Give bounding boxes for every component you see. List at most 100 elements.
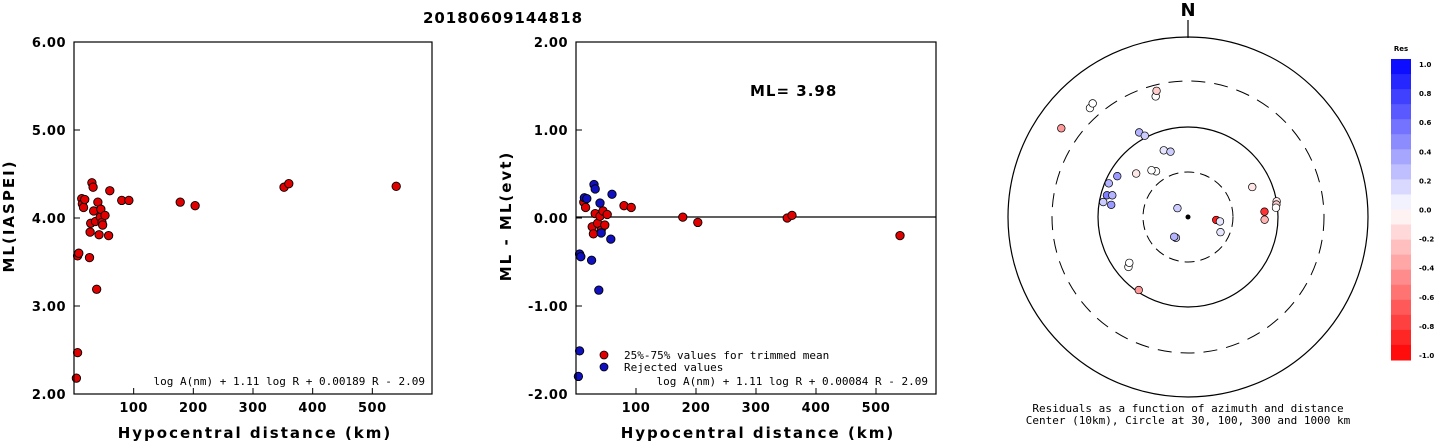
panel1-data-point bbox=[596, 228, 606, 238]
station-residual-marker bbox=[1107, 200, 1116, 209]
colorbar-tick-label: 0.8 bbox=[1419, 90, 1432, 98]
panel0-xtick-label: 300 bbox=[239, 401, 268, 416]
station-residual-marker bbox=[1170, 232, 1179, 241]
station-residual-marker bbox=[1260, 215, 1269, 224]
panel-ml-residual: ML - ML(evt) Hypocentral distance (km) 1… bbox=[497, 36, 937, 441]
panel1-ytick-label: 1.00 bbox=[534, 124, 568, 139]
panel0-data-point bbox=[190, 201, 200, 211]
circle-30km bbox=[1142, 171, 1234, 263]
panel1-data-point bbox=[582, 193, 592, 204]
station-residual-marker bbox=[1134, 285, 1143, 295]
panel0-xtick-label: 100 bbox=[119, 401, 148, 416]
station-residual-marker bbox=[1216, 228, 1225, 237]
panel0-ytick-label: 2.00 bbox=[32, 388, 66, 403]
panel2-formula: log A(nm) + 1.11 log R + 0.00084 R - 2.0… bbox=[656, 375, 928, 388]
colorbar-tick-label: -0.2 bbox=[1419, 236, 1434, 244]
panel2-frame bbox=[575, 41, 937, 395]
colorbar-cell bbox=[1391, 104, 1411, 120]
panel1-data-point bbox=[626, 202, 636, 213]
station-residual-marker bbox=[1159, 146, 1168, 155]
panel0-ytick-label: 5.00 bbox=[32, 124, 66, 139]
station-residual-marker bbox=[1057, 124, 1066, 133]
panel1-data-point bbox=[678, 212, 688, 222]
panel1-data-point bbox=[574, 346, 585, 356]
panel1-data-point bbox=[602, 209, 612, 220]
colorbar-cell bbox=[1391, 149, 1411, 165]
circle-1000km bbox=[1007, 36, 1369, 398]
legend-label-rejected: Rejected values bbox=[624, 361, 723, 374]
map-caption-line2: Center (10km), Circle at 30, 100, 300 an… bbox=[1026, 414, 1351, 427]
panel0-ytick-label: 6.00 bbox=[32, 36, 66, 51]
circle-300km bbox=[1051, 80, 1325, 354]
colorbar-cell bbox=[1391, 179, 1411, 195]
residual-colorbar: Res 1.0 0.8 0.6 0.4 0.2 0.0 -0.2 -0.4 -0.6 -0.8 -1… bbox=[1391, 45, 1434, 361]
colorbar-cell bbox=[1391, 284, 1411, 301]
colorbar-tick-label: 0.0 bbox=[1419, 207, 1432, 215]
panel2-points bbox=[573, 179, 905, 382]
station-residual-marker bbox=[1248, 182, 1257, 192]
station-residual-marker bbox=[1215, 217, 1225, 226]
legend-label-trimmed: 25%-75% values for trimmed mean bbox=[624, 349, 829, 362]
panel1-xtick-label: 500 bbox=[862, 401, 891, 416]
colorbar-cell bbox=[1391, 164, 1411, 180]
panel0-ytick-label: 4.00 bbox=[32, 212, 66, 227]
panel1-data-point bbox=[606, 234, 616, 244]
panel0-data-point bbox=[97, 220, 108, 230]
north-label: N bbox=[1180, 0, 1195, 21]
colorbar-cell bbox=[1391, 59, 1411, 75]
panel0-xtick-label: 500 bbox=[358, 401, 387, 416]
colorbar-cell bbox=[1391, 194, 1411, 210]
station-residual-marker bbox=[1271, 203, 1281, 212]
epicenter-marker bbox=[1185, 214, 1191, 220]
panel0-data-point bbox=[94, 230, 104, 240]
colorbar-cells bbox=[1391, 59, 1411, 361]
panel0-data-point bbox=[80, 194, 90, 205]
colorbar-tick-label: -0.6 bbox=[1419, 294, 1434, 302]
legend-marker-trimmed bbox=[599, 350, 609, 360]
panel1-xtick-label: 300 bbox=[742, 401, 771, 416]
colorbar-cell bbox=[1391, 254, 1411, 271]
station-residual-marker bbox=[1140, 131, 1149, 140]
colorbar-tick-label: -1.0 bbox=[1419, 352, 1434, 360]
panel1-ytick-label: 2.00 bbox=[534, 36, 568, 51]
colorbar-ticks: 1.0 0.8 0.6 0.4 0.2 0.0 -0.2 -0.4 -0.6 -0.8 -1.0 bbox=[1419, 61, 1434, 360]
panel0-xtick-label: 400 bbox=[298, 401, 327, 416]
panel0-data-point bbox=[88, 182, 98, 192]
panel0-data-point bbox=[284, 179, 294, 189]
panel1-xtick-label: 200 bbox=[682, 401, 711, 416]
colorbar-cell bbox=[1391, 314, 1411, 331]
panel0-data-point bbox=[78, 202, 89, 213]
station-residual-marker bbox=[1088, 99, 1097, 108]
panel1-points bbox=[71, 178, 401, 383]
panel0-data-point bbox=[391, 181, 401, 191]
panel1-data-point bbox=[576, 252, 586, 262]
station-residual-marker bbox=[1260, 207, 1269, 216]
panel1-data-point bbox=[787, 210, 797, 221]
panel1-ytick-label: -1.00 bbox=[528, 300, 568, 315]
panel0-data-point bbox=[72, 347, 83, 358]
panel0-data-point bbox=[85, 227, 95, 237]
panel1-data-point bbox=[580, 202, 591, 213]
panel2-xlabel: Hypocentral distance (km) bbox=[621, 424, 896, 441]
panel1-frame bbox=[73, 41, 433, 395]
panel2-ticks: 100 200 300 400 500 -2.00 -1.00 0.00 1.00 2.00 bbox=[528, 36, 890, 416]
colorbar-cell bbox=[1391, 134, 1411, 150]
panel-azimuth-map: N Residuals as a function of azimuth and… bbox=[1007, 0, 1369, 427]
station-residual-marker bbox=[1125, 258, 1134, 267]
colorbar-cell bbox=[1391, 269, 1411, 286]
station-residual-marker bbox=[1104, 179, 1113, 188]
panel1-data-point bbox=[693, 217, 703, 228]
panel1-data-point bbox=[586, 255, 597, 265]
panel1-xlabel: Hypocentral distance (km) bbox=[118, 424, 393, 441]
panel0-data-point bbox=[100, 210, 110, 221]
station-residual-marker bbox=[1113, 172, 1122, 181]
station-residual-marker bbox=[1152, 86, 1161, 96]
colorbar-cell bbox=[1391, 224, 1411, 241]
panel1-formula: log A(nm) + 1.11 log R + 0.00189 R - 2.0… bbox=[153, 375, 425, 388]
panel0-data-point bbox=[124, 195, 134, 206]
panel1-data-point bbox=[588, 229, 599, 239]
station-residual-marker bbox=[1099, 197, 1108, 207]
panel0-data-point bbox=[175, 197, 185, 207]
panel-ml-iaspei: ML(IASPEI) Hypocentral distance (km) 100… bbox=[0, 36, 433, 441]
